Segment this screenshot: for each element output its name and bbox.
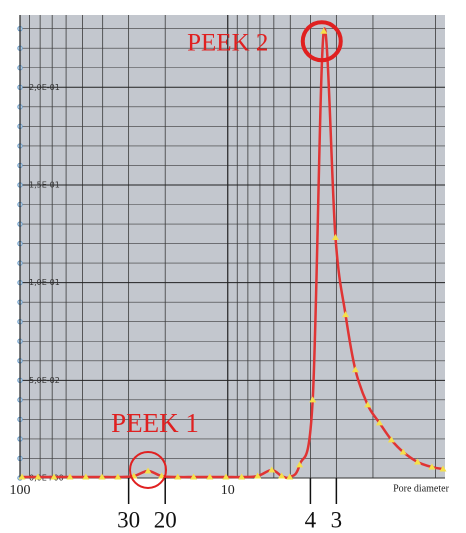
marker-label: 30 bbox=[117, 507, 140, 532]
point-marker bbox=[278, 472, 286, 479]
point-marker bbox=[286, 473, 294, 480]
point-marker bbox=[144, 467, 152, 474]
point-marker bbox=[331, 234, 339, 241]
point-marker bbox=[399, 448, 407, 455]
peak-circle bbox=[300, 20, 343, 63]
point-marker bbox=[428, 463, 436, 470]
point-marker bbox=[364, 401, 372, 408]
point-marker bbox=[66, 473, 74, 480]
plot-area bbox=[20, 15, 445, 478]
point-marker bbox=[98, 473, 106, 480]
point-marker bbox=[206, 473, 214, 480]
point-marker bbox=[114, 473, 122, 480]
point-marker bbox=[268, 466, 276, 473]
series-line bbox=[22, 27, 444, 480]
x-axis-label: Pore diameter bbox=[393, 483, 449, 494]
point-marker bbox=[190, 473, 198, 480]
x-tick-label: 100 bbox=[10, 483, 31, 498]
y-tick-label: 1,5E-01 bbox=[29, 180, 60, 189]
marker-label: 3 bbox=[331, 507, 343, 532]
point-marker bbox=[34, 473, 42, 480]
x-tick-label: 10 bbox=[221, 483, 235, 498]
point-marker bbox=[82, 473, 90, 480]
y-tick-label: 1,0E-01 bbox=[29, 278, 60, 287]
point-marker bbox=[309, 396, 317, 403]
point-marker bbox=[387, 436, 395, 443]
marker-label: 4 bbox=[305, 507, 317, 532]
y-tick-label: 5,0E-02 bbox=[29, 376, 60, 385]
point-marker bbox=[414, 458, 422, 465]
point-marker bbox=[18, 473, 26, 480]
marker-label: 20 bbox=[154, 507, 177, 532]
point-marker bbox=[296, 461, 304, 468]
point-marker bbox=[376, 419, 384, 426]
point-marker bbox=[439, 465, 447, 472]
point-marker bbox=[174, 473, 182, 480]
peak-circle bbox=[129, 450, 168, 489]
point-marker bbox=[238, 473, 246, 480]
point-marker bbox=[50, 473, 58, 480]
annotation: PEEK 2 bbox=[187, 30, 268, 57]
y-tick-label: 2,0E-01 bbox=[29, 83, 60, 92]
point-marker bbox=[158, 472, 166, 479]
point-marker bbox=[342, 311, 350, 318]
point-marker bbox=[254, 472, 262, 479]
point-marker bbox=[351, 366, 359, 373]
point-marker bbox=[320, 27, 328, 34]
point-marker bbox=[222, 473, 230, 480]
annotation: PEEK 1 bbox=[111, 408, 199, 438]
